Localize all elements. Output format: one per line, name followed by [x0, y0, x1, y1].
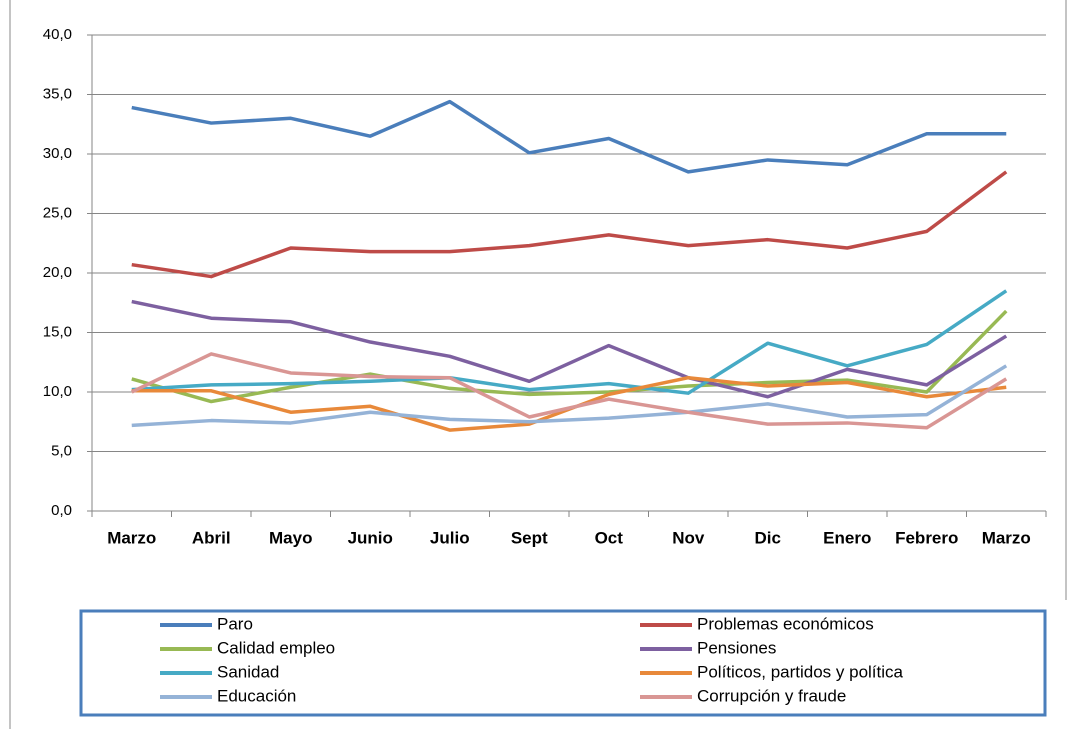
y-tick-label: 35,0	[43, 85, 72, 102]
x-tick-label: Dic	[755, 528, 781, 547]
series-line	[131, 289, 1008, 395]
legend-label: Corrupción y fraude	[697, 686, 846, 705]
x-tick-label: Abril	[192, 528, 231, 547]
legend-label: Sanidad	[217, 662, 279, 681]
series-line	[131, 364, 1008, 428]
y-tick-label: 40,0	[43, 26, 72, 43]
y-tick-label: 15,0	[43, 323, 72, 340]
series-line	[131, 99, 1007, 174]
y-tick-label: 25,0	[43, 204, 72, 221]
legend-label: Problemas económicos	[697, 614, 874, 633]
x-tick-label: Marzo	[107, 528, 156, 547]
x-tick-label: Junio	[348, 528, 393, 547]
y-tick-label: 0,0	[51, 502, 72, 519]
x-tick-label: Febrero	[895, 528, 958, 547]
y-tick-label: 30,0	[43, 145, 72, 162]
x-tick-label: Mayo	[269, 528, 312, 547]
y-tick-label: 20,0	[43, 264, 72, 281]
y-tick-label: 5,0	[51, 442, 72, 459]
legend-label: Paro	[217, 614, 253, 633]
legend-label: Pensiones	[697, 638, 776, 657]
x-tick-label: Oct	[595, 528, 624, 547]
series-line	[131, 299, 1008, 399]
legend-box	[79, 609, 1047, 717]
series-line	[130, 352, 1008, 430]
x-tick-label: Marzo	[982, 528, 1031, 547]
y-tick-label: 10,0	[43, 383, 72, 400]
series-line	[131, 170, 1008, 279]
legend-label: Políticos, partidos y política	[697, 662, 904, 681]
series-line	[131, 309, 1008, 404]
x-tick-label: Nov	[672, 528, 705, 547]
x-tick-label: Sept	[511, 528, 548, 547]
legend-label: Calidad empleo	[217, 638, 335, 657]
x-tick-label: Enero	[823, 528, 871, 547]
legend-label: Educación	[217, 686, 296, 705]
x-tick-label: Julio	[430, 528, 470, 547]
